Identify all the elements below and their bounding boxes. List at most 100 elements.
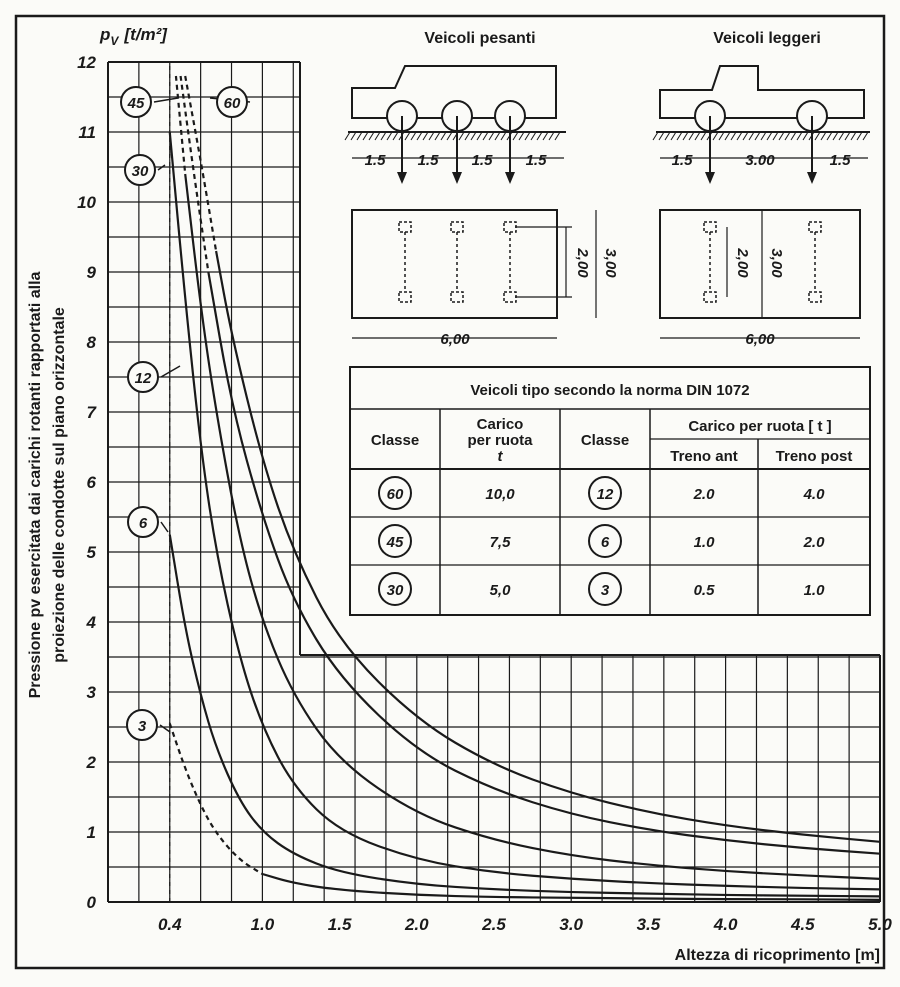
ground-hatch xyxy=(682,131,689,141)
ground-hatch xyxy=(802,131,809,141)
ground-hatch xyxy=(392,131,399,141)
ground-hatch xyxy=(434,131,441,141)
table-header-treno-post: Treno post xyxy=(776,448,853,465)
heavy-plan-wheel xyxy=(503,291,517,303)
ground-hatch xyxy=(446,131,453,141)
table-cell-classe2: 12 xyxy=(597,486,614,503)
x-tick-label: 4.5 xyxy=(790,915,815,934)
y-unit-label: pV [t/m²] xyxy=(99,25,168,48)
ground-hatch xyxy=(380,131,387,141)
ground-hatch xyxy=(488,131,495,141)
ground-hatch xyxy=(536,131,543,141)
heavy-plan-wheel xyxy=(450,291,464,303)
x-tick-label: 2.0 xyxy=(404,915,429,934)
ground-hatch xyxy=(344,131,351,141)
ground-hatch xyxy=(856,131,863,141)
curve-badge-label-12: 12 xyxy=(135,370,152,387)
ground-hatch xyxy=(754,131,761,141)
table-cell-classe: 60 xyxy=(387,486,404,503)
heavy-vehicles-title: Veicoli pesanti xyxy=(424,30,535,47)
ground-hatch xyxy=(700,131,707,141)
curve-series-group xyxy=(168,75,881,901)
ground-hatch xyxy=(778,131,785,141)
y-tick-label: 6 xyxy=(87,473,97,492)
ground-hatch xyxy=(724,131,731,141)
table-header-classe2: Classe xyxy=(581,432,629,449)
ground-hatch xyxy=(748,131,755,141)
ground-hatch xyxy=(664,131,671,141)
heavy-spacing-label: 1.5 xyxy=(365,152,387,169)
light-truck-body xyxy=(659,65,865,119)
light-spacing-label: 1.5 xyxy=(830,152,852,169)
y-axis-title-line1: Pressione pv esercitata dai carichi rota… xyxy=(27,271,44,698)
ground-hatch xyxy=(512,131,519,141)
table-classe-badge xyxy=(378,524,412,558)
ground-hatch xyxy=(736,131,743,141)
ground-hatch xyxy=(820,131,827,141)
heavy-load-arrowhead xyxy=(505,172,515,184)
light-plan-wheel xyxy=(808,221,822,233)
curve-class-30 xyxy=(184,173,881,880)
ground-hatch xyxy=(404,131,411,141)
y-tick-label: 10 xyxy=(77,193,96,212)
y-tick-label: 3 xyxy=(87,683,97,702)
ground-hatch xyxy=(458,131,465,141)
table-cell-treno-ant: 1.0 xyxy=(694,534,716,551)
heavy-truck-body xyxy=(351,65,557,119)
y-tick-label: 5 xyxy=(87,543,97,562)
y-tick-label: 4 xyxy=(86,613,97,632)
ground-hatch xyxy=(470,131,477,141)
ground-hatch xyxy=(386,131,393,141)
ground-hatch xyxy=(712,131,719,141)
heavy-plan-width-label: 2,00 xyxy=(574,247,591,278)
x-tick-label: 3.0 xyxy=(559,915,583,934)
x-axis-title: Altezza di ricoprimento [m] xyxy=(675,947,880,964)
x-tick-label: 0.4 xyxy=(158,915,182,934)
light-load-arrowhead xyxy=(807,172,817,184)
badge-leader-30 xyxy=(157,164,166,171)
din-table: Veicoli tipo secondo la norma DIN 1072 Cl… xyxy=(349,366,871,616)
curve-badge-label-60: 60 xyxy=(224,95,241,112)
badge-leader-6 xyxy=(160,521,169,533)
curve-class-60-dashed xyxy=(184,75,218,252)
ground-hatch xyxy=(772,131,779,141)
ground-hatch xyxy=(554,131,561,141)
grid-lines xyxy=(108,61,881,902)
curve-class-12 xyxy=(168,131,881,891)
curve-badge-circle-30 xyxy=(124,154,156,186)
table-cell-classe2: 3 xyxy=(601,582,610,599)
ground-hatch xyxy=(676,131,683,141)
table-header-carico-line1: Carico xyxy=(477,416,524,433)
y-tick-label: 12 xyxy=(77,53,96,72)
badge-leader-3 xyxy=(159,724,171,733)
x-tick-label: 1.5 xyxy=(328,915,352,934)
ground-hatch xyxy=(850,131,857,141)
table-title: Veicoli tipo secondo la norma DIN 1072 xyxy=(470,382,749,399)
table-header-classe: Classe xyxy=(371,432,419,449)
table-classe2-badge xyxy=(588,476,622,510)
curve-class-45-dashed xyxy=(179,75,210,273)
x-tick-label: 4.0 xyxy=(713,915,738,934)
curve-badge-label-30: 30 xyxy=(132,163,149,180)
ground-hatch xyxy=(718,131,725,141)
ground-hatch xyxy=(826,131,833,141)
table-cell-classe: 45 xyxy=(386,534,404,551)
table-cell-treno-post: 2.0 xyxy=(803,534,826,551)
heavy-load-arrowhead xyxy=(397,172,407,184)
ground-hatch xyxy=(350,131,357,141)
heavy-spacing-label: 1.5 xyxy=(418,152,440,169)
table-cell-treno-post: 1.0 xyxy=(804,582,826,599)
y-tick-label: 0 xyxy=(87,893,97,912)
ground-hatch xyxy=(658,131,665,141)
ground-hatch xyxy=(464,131,471,141)
ground-hatch xyxy=(784,131,791,141)
light-plan-outline xyxy=(659,209,861,319)
ground-hatch xyxy=(838,131,845,141)
curve-class-60 xyxy=(214,250,881,843)
ground-hatch xyxy=(796,131,803,141)
heavy-spacing-label: 1.5 xyxy=(472,152,494,169)
ground-hatch xyxy=(416,131,423,141)
x-tick-label: 1.0 xyxy=(251,915,275,934)
heavy-plan-wheel xyxy=(450,221,464,233)
